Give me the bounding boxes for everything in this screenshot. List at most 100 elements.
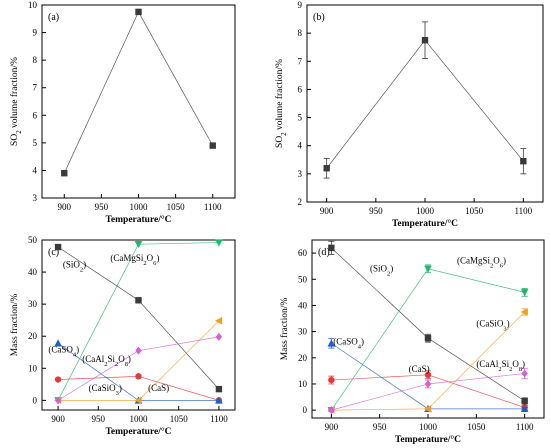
x-tick-label: 1000: [416, 206, 435, 216]
series-so2: [323, 21, 527, 179]
series-so2: [61, 8, 216, 177]
data-point: [61, 169, 68, 177]
x-tick-label: 1100: [514, 206, 532, 216]
series-annotation: (CaMgSi2O6): [110, 253, 159, 267]
x-tick-label: 1050: [467, 422, 486, 432]
data-point: [214, 317, 223, 325]
panel-label: (d): [318, 247, 330, 258]
data-point: [424, 334, 432, 342]
y-tick-label: 50: [298, 274, 308, 284]
data-point: [520, 404, 529, 413]
x-tick-label: 950: [369, 206, 383, 216]
panel-c: 900 950 1000 1050 1100 0 10 20 30 40 50 (c) Temperat…: [9, 235, 236, 437]
y-tick-label: 30: [28, 299, 38, 309]
x-tick-label: 1000: [130, 202, 149, 212]
data-point: [215, 385, 223, 393]
series-camgsi2o6: [54, 239, 223, 405]
series-cas: [328, 370, 528, 411]
data-point: [215, 396, 223, 404]
series-caal2si2o8: [54, 332, 223, 405]
data-point: [323, 165, 330, 172]
x-tick-label: 1100: [204, 202, 222, 212]
series-annotation: (CaAl2Si2O8): [476, 359, 525, 373]
y-tick-label: 9: [298, 0, 303, 10]
y-tick-label: 10: [28, 363, 38, 373]
x-tick-label: 900: [325, 422, 339, 432]
x-tick-label: 1100: [516, 422, 534, 432]
y-tick-label: 8: [33, 55, 38, 65]
y-axis-title: SO2 volume fraction/%: [9, 57, 23, 146]
series-annotation: (CaSiO3): [476, 318, 509, 332]
series-annotation: (CaS): [409, 364, 430, 374]
x-tick-label: 1050: [170, 414, 189, 424]
series-annotation: (SiO2): [370, 263, 393, 277]
y-axis-title: SO2 volume fraction/%: [274, 59, 288, 148]
y-tick-label: 8: [298, 28, 303, 38]
y-tick-label: 9: [33, 28, 38, 38]
y-tick-label: 5: [33, 138, 38, 148]
y-tick-label: 7: [298, 56, 303, 66]
y-tick-label: 3: [33, 193, 38, 203]
data-point: [424, 405, 432, 413]
y-tick-label: 50: [28, 235, 38, 245]
y-tick-label: 4: [298, 141, 303, 151]
y-tick-label: 40: [298, 300, 308, 310]
y-tick-label: 20: [298, 353, 308, 363]
series-annotation: (SiO2): [63, 259, 86, 273]
series-caal2si2o8: [328, 367, 528, 415]
series-line: [326, 39, 524, 169]
data-point: [54, 396, 62, 405]
y-tick-label: 30: [298, 327, 308, 337]
y-tick-label: 2: [298, 197, 303, 207]
data-point: [521, 397, 528, 405]
x-tick-label: 950: [373, 422, 387, 432]
series-line: [57, 336, 219, 401]
data-point: [135, 373, 142, 380]
series-annotation: (CaMgSi2O6): [457, 256, 506, 270]
x-tick-label: 1000: [130, 414, 149, 424]
data-point: [328, 406, 335, 415]
series-annotation: (CaS): [148, 383, 169, 393]
data-point: [215, 239, 223, 247]
y-tick-label: 5: [298, 113, 303, 123]
y-tick-label: 40: [28, 267, 38, 277]
x-tick-label: 1050: [167, 202, 186, 212]
data-point: [54, 243, 62, 251]
x-tick-label: 1050: [465, 206, 484, 216]
y-tick-label: 10: [28, 0, 38, 10]
data-point: [424, 265, 432, 273]
x-tick-label: 900: [320, 206, 334, 216]
data-point: [328, 244, 335, 252]
y-tick-label: 10: [298, 379, 308, 389]
data-point: [328, 376, 335, 384]
data-point: [135, 346, 142, 355]
y-tick-label: 7: [33, 83, 38, 93]
panel-label: (b): [313, 12, 325, 23]
series-line: [63, 11, 214, 174]
x-tick-label: 950: [92, 414, 106, 424]
x-axis-title: Temperature/°C: [105, 426, 171, 437]
data-point: [135, 297, 142, 304]
series-annotation: (CaSO4): [48, 344, 79, 358]
data-point: [421, 36, 429, 44]
y-tick-label: 4: [33, 165, 38, 175]
x-axis-title: Temperature/°C: [395, 434, 461, 445]
y-tick-label: 3: [298, 169, 303, 179]
y-axis-title: Mass fraction/%: [279, 298, 290, 361]
y-tick-label: 0: [33, 395, 38, 405]
x-axis-title: Temperature/°C: [105, 214, 171, 225]
panel-a: 900 950 1000 1050 1100 3 4 5 6 7 8 9 10 (a) Temperatur…: [9, 0, 236, 225]
data-point: [521, 369, 528, 378]
data-point: [135, 8, 142, 16]
data-point: [54, 339, 62, 347]
y-tick-label: 6: [298, 84, 303, 94]
data-point: [54, 376, 62, 383]
plot-frame: [41, 4, 236, 199]
y-axis-title: Mass fraction/%: [9, 294, 20, 357]
panel-label: (c): [48, 247, 59, 258]
data-point: [520, 157, 527, 165]
data-point: [134, 396, 142, 405]
series-casio3: [54, 317, 223, 405]
panel-b: 900 950 1000 1050 1100 2 3 4 5 6 7 8 9 (b) Temperature…: [274, 0, 544, 229]
